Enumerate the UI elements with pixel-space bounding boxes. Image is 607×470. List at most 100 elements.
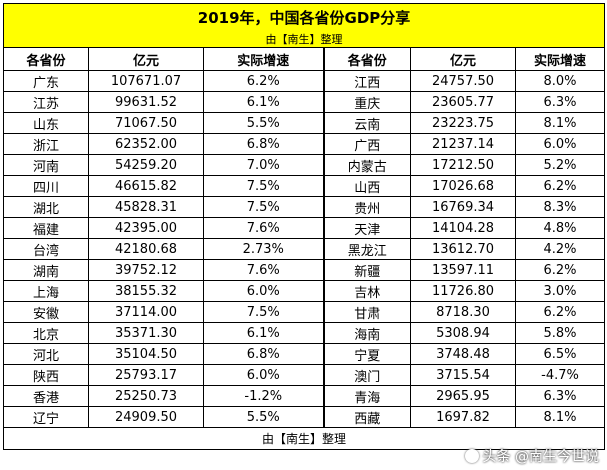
left-gdp-cell: 71067.50: [88, 112, 204, 134]
left-growth-cell: 6.0%: [203, 364, 324, 386]
header-province-right: 各省份: [322, 47, 411, 71]
right-province-cell: 甘肃: [322, 301, 411, 323]
right-province-cell: 西藏: [322, 406, 411, 428]
right-province-cell: 黑龙江: [322, 238, 411, 260]
table-row: 河北 35104.50 6.8% 宁夏 3748.48 6.5%: [3, 343, 606, 365]
left-province-cell: 浙江: [3, 133, 89, 155]
right-gdp-cell: 14104.28: [410, 217, 516, 239]
table-footer: 由【南生】整理: [2, 427, 606, 450]
left-growth-cell: 7.6%: [203, 259, 324, 281]
left-gdp-cell: 35104.50: [88, 343, 204, 365]
table-row: 湖北 45828.31 7.5% 贵州 16769.34 8.3%: [3, 196, 606, 218]
gdp-table: 2019年，中国各省份GDP分享 由【南生】整理 各省份 亿元 实际增速 各省份…: [2, 3, 606, 450]
right-gdp-cell: 23605.77: [410, 91, 516, 113]
right-growth-cell: 4.2%: [514, 238, 606, 260]
left-gdp-cell: 46615.82: [88, 175, 204, 197]
right-province-cell: 重庆: [322, 91, 411, 113]
left-growth-cell: -1.2%: [203, 385, 324, 407]
table-row: 湖南 39752.12 7.6% 新疆 13597.11 6.2%: [3, 259, 606, 281]
right-growth-cell: 6.3%: [514, 91, 606, 113]
left-growth-cell: 7.5%: [203, 175, 324, 197]
right-province-cell: 吉林: [322, 280, 411, 302]
gdp-table-container: 2019年，中国各省份GDP分享 由【南生】整理 各省份 亿元 实际增速 各省份…: [2, 3, 606, 450]
right-gdp-cell: 24757.50: [410, 70, 516, 92]
left-province-cell: 香港: [3, 385, 89, 407]
left-province-cell: 福建: [3, 217, 89, 239]
right-gdp-cell: 21237.14: [410, 133, 516, 155]
right-province-cell: 宁夏: [322, 343, 411, 365]
right-gdp-cell: 16769.34: [410, 196, 516, 218]
header-row: 各省份 亿元 实际增速 各省份 亿元 实际增速: [3, 47, 606, 71]
left-province-cell: 上海: [3, 280, 89, 302]
header-gdp-right: 亿元: [410, 47, 516, 71]
left-gdp-cell: 24909.50: [88, 406, 204, 428]
left-growth-cell: 2.73%: [203, 238, 324, 260]
right-gdp-cell: 3715.54: [410, 364, 516, 386]
right-province-cell: 云南: [322, 112, 411, 134]
left-province-cell: 河南: [3, 154, 89, 176]
left-growth-cell: 6.2%: [203, 70, 324, 92]
right-gdp-cell: 8718.30: [410, 301, 516, 323]
left-province-cell: 广东: [3, 70, 89, 92]
left-gdp-cell: 25793.17: [88, 364, 204, 386]
left-province-cell: 湖南: [3, 259, 89, 281]
right-province-cell: 海南: [322, 322, 411, 344]
right-gdp-cell: 17212.50: [410, 154, 516, 176]
right-gdp-cell: 17026.68: [410, 175, 516, 197]
table-row: 福建 42395.00 7.6% 天津 14104.28 4.8%: [3, 217, 606, 239]
table-row: 台湾 42180.68 2.73% 黑龙江 13612.70 4.2%: [3, 238, 606, 260]
left-province-cell: 河北: [3, 343, 89, 365]
left-gdp-cell: 38155.32: [88, 280, 204, 302]
left-gdp-cell: 25250.73: [88, 385, 204, 407]
table-row: 香港 25250.73 -1.2% 青海 2965.95 6.3%: [3, 385, 606, 407]
right-growth-cell: 6.2%: [514, 301, 606, 323]
right-gdp-cell: 2965.95: [410, 385, 516, 407]
right-growth-cell: 8.0%: [514, 70, 606, 92]
right-gdp-cell: 23223.75: [410, 112, 516, 134]
table-row: 陕西 25793.17 6.0% 澳门 3715.54 -4.7%: [3, 364, 606, 386]
left-growth-cell: 6.1%: [203, 322, 324, 344]
left-gdp-cell: 37114.00: [88, 301, 204, 323]
right-growth-cell: 5.2%: [514, 154, 606, 176]
left-growth-cell: 5.5%: [203, 112, 324, 134]
right-province-cell: 青海: [322, 385, 411, 407]
header-province-left: 各省份: [3, 47, 89, 71]
table-subtitle: 由【南生】整理: [2, 30, 606, 48]
left-gdp-cell: 99631.52: [88, 91, 204, 113]
left-gdp-cell: 107671.07: [88, 70, 204, 92]
left-growth-cell: 5.5%: [203, 406, 324, 428]
left-growth-cell: 7.6%: [203, 217, 324, 239]
header-gdp-left: 亿元: [88, 47, 204, 71]
right-growth-cell: -4.7%: [514, 364, 606, 386]
left-growth-cell: 6.1%: [203, 91, 324, 113]
right-growth-cell: 4.8%: [514, 217, 606, 239]
left-province-cell: 安徽: [3, 301, 89, 323]
left-province-cell: 山东: [3, 112, 89, 134]
table-row: 河南 54259.20 7.0% 内蒙古 17212.50 5.2%: [3, 154, 606, 176]
table-row: 四川 46615.82 7.5% 山西 17026.68 6.2%: [3, 175, 606, 197]
watermark-text: 头条 @南生今世说: [482, 449, 599, 465]
left-growth-cell: 6.8%: [203, 133, 324, 155]
right-province-cell: 江西: [322, 70, 411, 92]
right-province-cell: 广西: [322, 133, 411, 155]
right-growth-cell: 8.1%: [514, 112, 606, 134]
right-gdp-cell: 13597.11: [410, 259, 516, 281]
left-province-cell: 台湾: [3, 238, 89, 260]
right-province-cell: 澳门: [322, 364, 411, 386]
left-gdp-cell: 42180.68: [88, 238, 204, 260]
table-row: 安徽 37114.00 7.5% 甘肃 8718.30 6.2%: [3, 301, 606, 323]
right-growth-cell: 6.2%: [514, 175, 606, 197]
right-gdp-cell: 11726.80: [410, 280, 516, 302]
header-growth-right: 实际增速: [514, 47, 606, 71]
left-growth-cell: 6.8%: [203, 343, 324, 365]
left-growth-cell: 7.5%: [203, 301, 324, 323]
table-row: 山东 71067.50 5.5% 云南 23223.75 8.1%: [3, 112, 606, 134]
left-gdp-cell: 42395.00: [88, 217, 204, 239]
table-row: 浙江 62352.00 6.8% 广西 21237.14 6.0%: [3, 133, 606, 155]
right-gdp-cell: 3748.48: [410, 343, 516, 365]
left-province-cell: 辽宁: [3, 406, 89, 428]
left-province-cell: 湖北: [3, 196, 89, 218]
right-growth-cell: 6.5%: [514, 343, 606, 365]
toutiao-logo-icon: [464, 449, 479, 463]
left-province-cell: 陕西: [3, 364, 89, 386]
